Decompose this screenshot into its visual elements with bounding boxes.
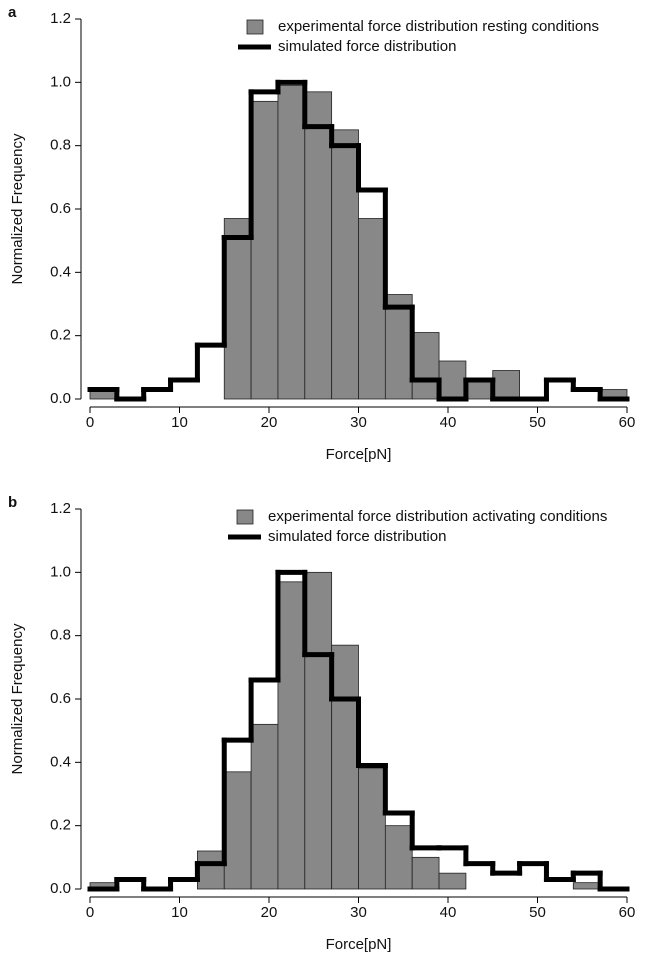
legend-label: simulated force distribution [278, 38, 456, 55]
y-tick-label: 1.2 [50, 500, 71, 517]
bar [331, 644, 359, 890]
x-tick-label: 30 [350, 904, 367, 921]
legend-swatch [236, 509, 254, 525]
x-tick-label: 50 [529, 414, 546, 431]
bar [411, 856, 440, 890]
y-axis-label: Normalized Frequency [9, 133, 26, 284]
bar [411, 332, 440, 400]
y-tick-label: 0.2 [50, 817, 71, 834]
bar [384, 294, 413, 400]
y-tick-label: 0.8 [50, 627, 71, 644]
bar [331, 129, 359, 400]
x-tick-label: 40 [440, 414, 457, 431]
panel-label: a [8, 4, 17, 21]
bar [223, 218, 252, 400]
x-tick-label: 60 [619, 414, 636, 431]
bar [277, 85, 306, 400]
bar [492, 370, 521, 400]
panel-label: b [8, 494, 17, 511]
bar [304, 91, 333, 400]
x-tick-label: 20 [261, 414, 278, 431]
bar [358, 768, 386, 890]
x-tick-label: 10 [171, 414, 188, 431]
x-axis-label: Force[pN] [326, 936, 392, 953]
y-tick-label: 0.0 [50, 390, 71, 407]
y-tick-label: 0.4 [50, 753, 71, 770]
x-axis-label: Force[pN] [326, 446, 392, 463]
legend-label: experimental force distribution resting … [278, 18, 599, 35]
x-tick-label: 60 [619, 904, 636, 921]
x-tick-label: 0 [86, 904, 94, 921]
x-tick-label: 40 [440, 904, 457, 921]
bar [223, 771, 252, 890]
bar [465, 379, 494, 400]
bar [438, 872, 467, 890]
y-tick-label: 0.6 [50, 200, 71, 217]
bar [358, 218, 386, 400]
x-tick-label: 50 [529, 904, 546, 921]
bar [250, 723, 279, 890]
bar [572, 882, 601, 890]
bar [277, 581, 306, 890]
y-tick-label: 0.6 [50, 690, 71, 707]
y-tick-label: 0.0 [50, 880, 71, 897]
x-tick-label: 10 [171, 904, 188, 921]
y-tick-label: 0.4 [50, 263, 71, 280]
bar [196, 850, 225, 890]
bar [250, 100, 279, 400]
y-tick-label: 1.2 [50, 10, 71, 27]
x-tick-label: 0 [86, 414, 94, 431]
y-tick-label: 1.0 [50, 563, 71, 580]
bar [384, 825, 413, 890]
y-tick-label: 0.2 [50, 327, 71, 344]
bar [438, 360, 467, 400]
legend-swatch [246, 19, 264, 35]
legend-label: simulated force distribution [268, 528, 446, 545]
legend-label: experimental force distribution activati… [268, 508, 607, 525]
y-tick-label: 0.8 [50, 137, 71, 154]
y-axis-label: Normalized Frequency [9, 623, 26, 774]
bar [304, 571, 333, 890]
y-tick-label: 1.0 [50, 73, 71, 90]
x-tick-label: 20 [261, 904, 278, 921]
x-tick-label: 30 [350, 414, 367, 431]
